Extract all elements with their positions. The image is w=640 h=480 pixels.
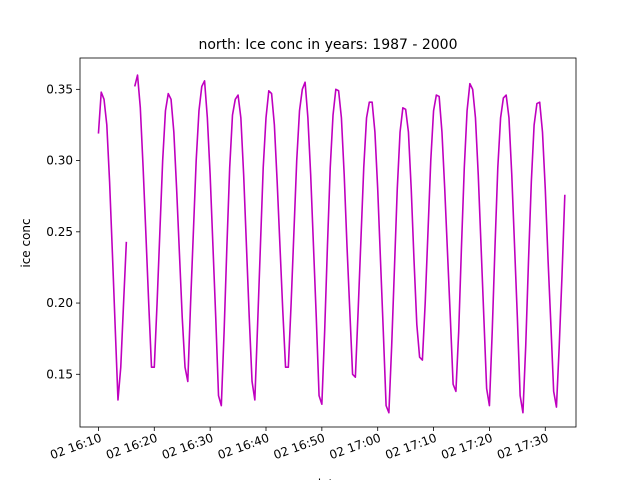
y-tick-label: 0.20 xyxy=(46,296,73,310)
y-axis-label: ice conc xyxy=(19,218,33,267)
series-line-1 xyxy=(97,91,128,401)
y-tick-label: 0.30 xyxy=(46,154,73,168)
series-group xyxy=(97,74,566,414)
y-tick-label: 0.15 xyxy=(46,367,73,381)
x-axis-label: date xyxy=(313,477,340,480)
y-tick-label: 0.35 xyxy=(46,82,73,96)
plot-frame xyxy=(79,57,577,428)
y-axis-ticks: 0.15 0.20 0.25 0.30 0.35 xyxy=(46,82,80,381)
y-tick-label: 0.25 xyxy=(46,225,73,239)
chart-title: north: Ice conc in years: 1987 - 2000 xyxy=(198,37,457,53)
series-line-2 xyxy=(133,74,566,414)
